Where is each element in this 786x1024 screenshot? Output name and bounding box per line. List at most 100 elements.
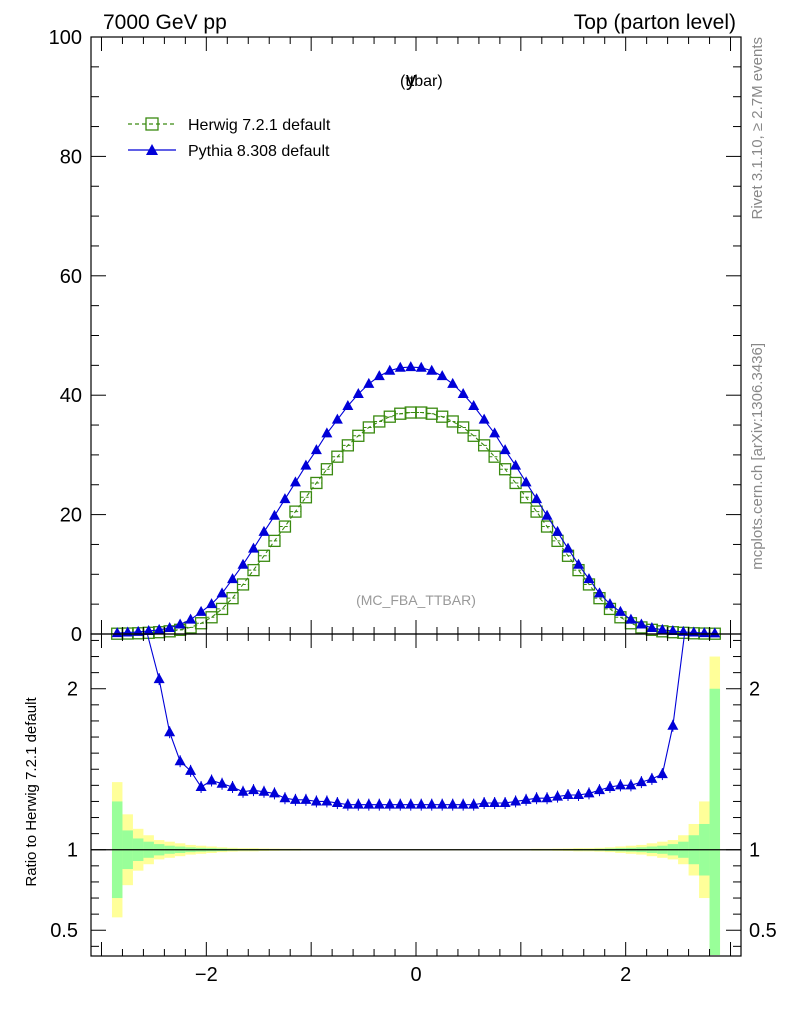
pythia-ratio-point <box>321 795 333 806</box>
pythia-point <box>206 598 218 609</box>
ratio-ytick-label: 1 <box>67 840 78 862</box>
pythia-point <box>310 444 322 455</box>
herwig-point <box>205 611 218 624</box>
ratio-yticks: 0.5 0.5 1 1 2 2 <box>50 639 777 947</box>
band-inner <box>709 688 721 955</box>
pythia-point <box>646 622 658 633</box>
pythia-ratio-point <box>185 764 197 775</box>
main-ytick-label: 20 <box>60 505 82 527</box>
herwig-point <box>289 505 302 518</box>
herwig-point <box>278 520 292 533</box>
pythia-point <box>510 459 522 470</box>
pythia-point <box>153 623 165 634</box>
pythia-point <box>216 587 228 598</box>
pythia-ratio-point <box>227 780 239 791</box>
pythia-point <box>667 625 679 636</box>
legend-pythia-marker <box>146 144 158 155</box>
pythia-ratio-point <box>552 790 564 801</box>
pythia-point <box>185 613 197 624</box>
herwig-point <box>352 429 365 442</box>
pythia-ratio-point <box>352 798 364 809</box>
pythia-ratio-point <box>562 789 574 799</box>
herwig-point <box>509 476 522 490</box>
pythia-ratio-point <box>625 779 637 790</box>
ratio-xtick-label: 0 <box>410 964 421 986</box>
pythia-point <box>583 573 595 584</box>
pythia-ratio-point <box>268 787 280 798</box>
pythia-ratio-point <box>447 798 459 809</box>
pythia-point <box>698 627 710 638</box>
pythia-point <box>562 542 574 553</box>
ratio-ytick-label-right: 2 <box>749 679 760 701</box>
legend-item-herwig: Herwig 7.2.1 default <box>128 117 331 134</box>
pythia-ratio-point <box>457 798 469 809</box>
pythia-point <box>394 361 406 372</box>
pythia-ratio-point <box>331 797 343 808</box>
pythia-point <box>604 598 616 609</box>
pythia-ratio-point <box>164 726 176 737</box>
pythia-ratio-point <box>237 785 249 796</box>
herwig-point <box>331 450 344 463</box>
pythia-ratio-point <box>499 797 511 808</box>
pythia-ratio-point <box>394 798 406 809</box>
mcplots-label: mcplots.cern.ch [arXiv:1306.3436] <box>749 343 766 570</box>
pythia-point <box>499 444 511 455</box>
pythia-ratio-point <box>426 798 438 809</box>
herwig-point <box>540 520 554 533</box>
pythia-point <box>489 427 501 438</box>
pythia-point <box>426 364 438 375</box>
pythia-ratio-point <box>583 787 595 798</box>
pythia-ratio-point <box>216 777 228 788</box>
rivet-label: Rivet 3.1.10, ≥ 2.7M events <box>749 37 766 220</box>
herwig-point <box>519 491 533 504</box>
chart-title-suffix: (ttbar) <box>400 73 443 90</box>
pythia-ratio-point <box>405 798 417 809</box>
ratio-xticks: −2 0 2 <box>100 634 732 986</box>
herwig-point <box>488 450 501 463</box>
pythia-point <box>248 542 259 553</box>
ratio-panel: 0.5 0.5 1 1 2 2 −2 0 2 Ratio to Herwig 7.2.1 de… <box>23 633 777 986</box>
pythia-ratio-point <box>667 719 679 730</box>
pythia-ratio-point <box>310 795 322 806</box>
pythia-point <box>405 361 417 372</box>
pythia-point <box>258 525 270 536</box>
legend-pythia-label: Pythia 8.308 default <box>188 143 330 160</box>
pythia-point <box>227 573 239 584</box>
pythia-point <box>321 427 333 438</box>
pythia-ratio-point <box>415 798 427 809</box>
pythia-point <box>415 361 427 372</box>
pythia-point <box>342 399 354 410</box>
pythia-point <box>279 493 291 504</box>
main-xticks <box>100 37 732 634</box>
pythia-point <box>656 623 668 634</box>
pythia-point <box>478 413 490 424</box>
pythia-ratio-line <box>147 634 685 806</box>
main-ytick-label: 80 <box>60 146 82 168</box>
pythia-ratio-point <box>384 798 396 809</box>
herwig-point <box>268 534 281 548</box>
pythia-point <box>289 476 301 487</box>
pythia-point <box>174 618 186 629</box>
pythia-ratio-point <box>520 793 532 804</box>
pythia-ratio-point <box>300 793 312 804</box>
herwig-point <box>257 549 271 562</box>
pythia-ratio-point <box>153 673 165 684</box>
pythia-point <box>520 476 532 487</box>
main-ytick-label: 60 <box>60 266 82 288</box>
pythia-point <box>573 558 584 569</box>
pythia-ratio-point <box>593 784 605 795</box>
pythia-ratio-point <box>174 755 186 766</box>
herwig-point <box>247 563 260 577</box>
pythia-point <box>447 377 459 388</box>
legend-herwig-marker <box>145 117 159 131</box>
pythia-point <box>384 364 396 375</box>
herwig-point <box>320 463 334 476</box>
pythia-ratio-point <box>604 780 616 791</box>
pythia-point <box>268 509 280 520</box>
herwig-point <box>310 476 323 490</box>
pythia-ratio-point <box>635 776 647 787</box>
pythia-point <box>352 388 364 399</box>
pythia-point <box>164 622 176 633</box>
pythia-ratio-point <box>258 785 270 796</box>
main-ytick-label: 0 <box>71 624 82 646</box>
